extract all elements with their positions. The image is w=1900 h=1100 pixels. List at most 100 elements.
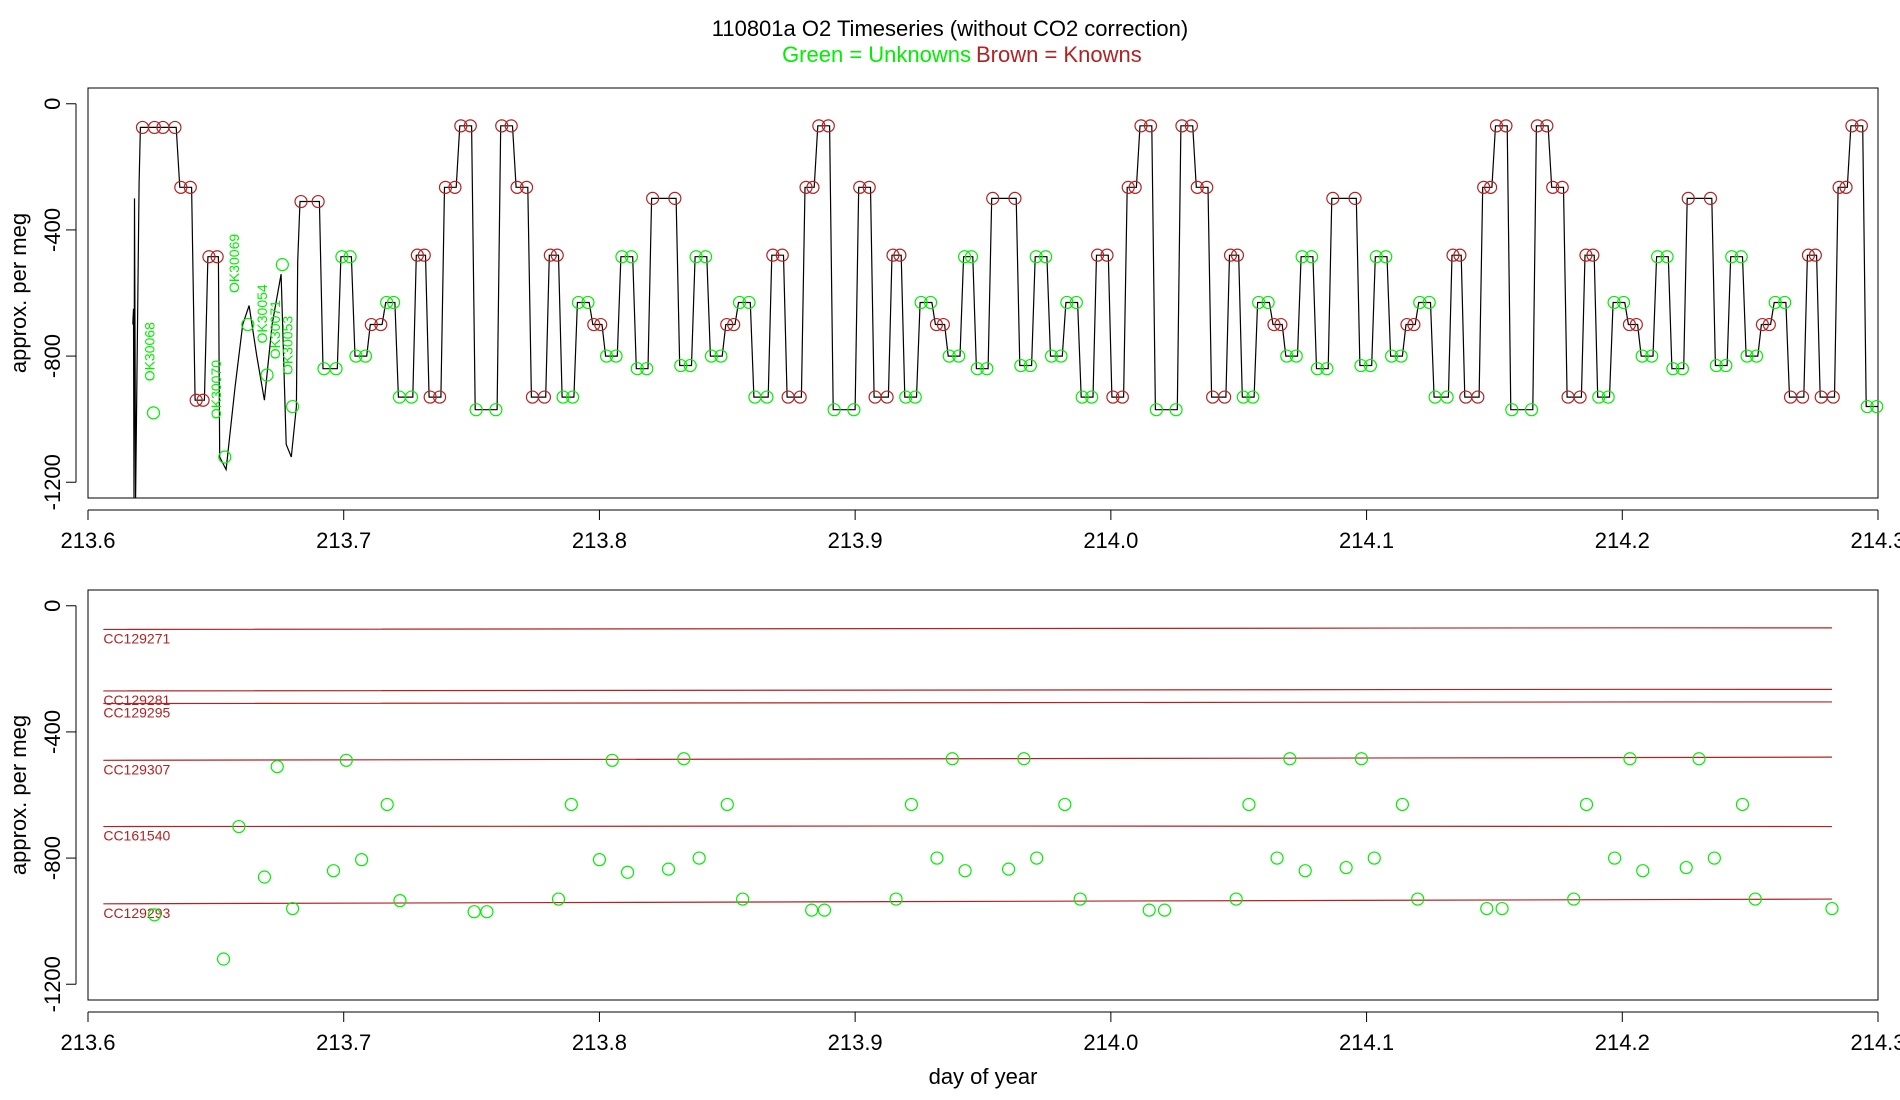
y-tick-label: -1200 (40, 956, 65, 1012)
unknown-sample-point (556, 390, 570, 404)
known-sample-point (183, 180, 197, 194)
known-sample-point (196, 393, 210, 407)
unknown-sample-point (1616, 295, 1631, 310)
unknown-point (1636, 864, 1650, 878)
unknown-sample-point (1601, 390, 1615, 404)
unknown-point (1395, 797, 1409, 812)
known-sample-point (1629, 317, 1643, 332)
unknown-sample-point (640, 362, 654, 376)
unknown-point (147, 908, 162, 922)
unknown-sample-point (275, 258, 289, 272)
known-sample-point (727, 317, 741, 332)
unknown-sample-point (1379, 250, 1393, 264)
unknown-point (270, 760, 284, 774)
known-sample-point (168, 120, 182, 135)
unknown-sample-point (1422, 295, 1436, 310)
known-sample-point (1586, 248, 1600, 262)
known-sample-point (448, 180, 462, 194)
known-sample-point (1267, 317, 1281, 332)
sample-id-label: OK30054 (254, 284, 270, 343)
y-tick-label: 0 (40, 98, 65, 110)
known-sample-point (1795, 390, 1810, 404)
unknown-sample-point (1044, 349, 1059, 363)
unknown-point (1017, 752, 1031, 766)
known-sample-point (510, 180, 524, 194)
known-sample-point (1453, 248, 1467, 262)
unknown-sample-point (343, 250, 357, 264)
unknown-sample-point (957, 250, 972, 264)
unknown-point (1229, 892, 1243, 906)
known-sample-point (147, 120, 162, 135)
known-sample-point (766, 248, 780, 262)
unknown-sample-point (1252, 295, 1266, 310)
known-sample-point (775, 248, 789, 262)
known-sample-point (1190, 180, 1204, 194)
unknown-point (805, 903, 819, 917)
unknown-point (1608, 851, 1622, 865)
known-sample-point (720, 317, 734, 332)
unknown-sample-point (1029, 250, 1043, 264)
known-sample-point (1446, 248, 1460, 262)
unknown-sample-point (1169, 403, 1183, 417)
known-sample-point (364, 317, 378, 332)
y-tick-label: -400 (40, 710, 65, 754)
known-sample-point (1348, 191, 1362, 205)
unknown-sample-point (1635, 349, 1649, 363)
plot-frame (87, 589, 1879, 1001)
unknown-sample-point (1310, 362, 1325, 376)
known-sample-point (423, 390, 437, 404)
known-sample-point (1826, 390, 1840, 404)
unknown-sample-point (489, 403, 503, 417)
unknown-sample-point (1778, 295, 1792, 310)
known-sample-point (1143, 119, 1158, 133)
unknown-sample-point (1246, 390, 1260, 404)
known-sample-point (646, 191, 660, 205)
sample-id-label: OK30070 (208, 360, 224, 419)
unknown-point (393, 894, 407, 908)
x-tick-label: 214.3 (1850, 528, 1900, 553)
unknown-point (1411, 892, 1425, 906)
unknown-sample-point (1060, 295, 1074, 310)
unknown-sample-point (1660, 250, 1674, 264)
unknown-sample-point (1675, 362, 1689, 376)
unknown-sample-point (329, 362, 343, 376)
unknown-point (904, 797, 919, 812)
unknown-point (736, 892, 750, 906)
sample-id-label: OK30071 (267, 300, 283, 359)
unknown-sample-point (1650, 250, 1665, 264)
x-tick-label: 214.0 (1083, 528, 1138, 553)
legend-knowns: Brown = Knowns (976, 42, 1142, 67)
unknown-sample-point (698, 250, 713, 264)
unknown-point (1142, 903, 1156, 917)
known-sample-point (1477, 180, 1491, 194)
unknown-sample-point (615, 250, 629, 264)
unknown-point (1735, 797, 1750, 812)
x-tick-label: 214.3 (1850, 1030, 1900, 1055)
unknown-sample-point (1289, 349, 1303, 363)
unknown-sample-point (674, 358, 688, 373)
known-sample-point (1489, 119, 1504, 133)
unknown-sample-point (1645, 349, 1659, 363)
unknown-sample-point (914, 295, 928, 310)
unknown-sample-point (1385, 349, 1399, 363)
known-sample-point (537, 390, 552, 404)
unknown-point (1480, 901, 1494, 916)
x-tick-label: 213.8 (572, 528, 627, 553)
known-sample-point (1808, 248, 1822, 262)
known-sample-point (929, 317, 944, 332)
known-sample-point (1499, 119, 1513, 133)
x-tick-label: 214.1 (1339, 528, 1394, 553)
unknown-sample-point (1304, 250, 1319, 264)
known-sample-point (986, 191, 1000, 205)
unknown-sample-point (704, 349, 719, 363)
unknown-sample-point (964, 250, 979, 264)
unknown-sample-point (1054, 349, 1068, 363)
unknown-point (720, 797, 734, 812)
known-sample-point (433, 390, 447, 404)
unknown-point (817, 903, 832, 917)
known-sample-point (1546, 180, 1560, 194)
known-sample-point (1223, 248, 1238, 262)
known-sample-point (1681, 191, 1695, 205)
known-sample-point (862, 180, 876, 194)
unknown-sample-point (469, 403, 483, 417)
